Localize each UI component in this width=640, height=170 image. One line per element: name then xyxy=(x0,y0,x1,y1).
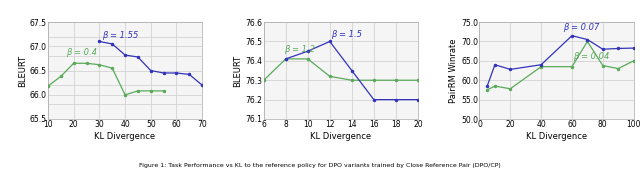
Text: Figure 1: Task Performance vs KL to the reference policy for DPO variants traine: Figure 1: Task Performance vs KL to the … xyxy=(139,163,501,168)
Y-axis label: BLEURT: BLEURT xyxy=(234,55,243,87)
Text: β = 1.2: β = 1.2 xyxy=(284,45,315,54)
Text: β = 0.07: β = 0.07 xyxy=(563,23,599,32)
Text: β = 1.5: β = 1.5 xyxy=(331,30,362,39)
X-axis label: KL Divergence: KL Divergence xyxy=(526,132,587,141)
Text: β = 0.04: β = 0.04 xyxy=(573,52,610,61)
Text: β = 0.4: β = 0.4 xyxy=(66,48,97,57)
X-axis label: KL Divergence: KL Divergence xyxy=(95,132,156,141)
X-axis label: KL Divergence: KL Divergence xyxy=(310,132,371,141)
Y-axis label: PairRM Winrate: PairRM Winrate xyxy=(449,38,458,103)
Y-axis label: BLEURT: BLEURT xyxy=(18,55,27,87)
Text: β = 1.55: β = 1.55 xyxy=(102,31,138,40)
